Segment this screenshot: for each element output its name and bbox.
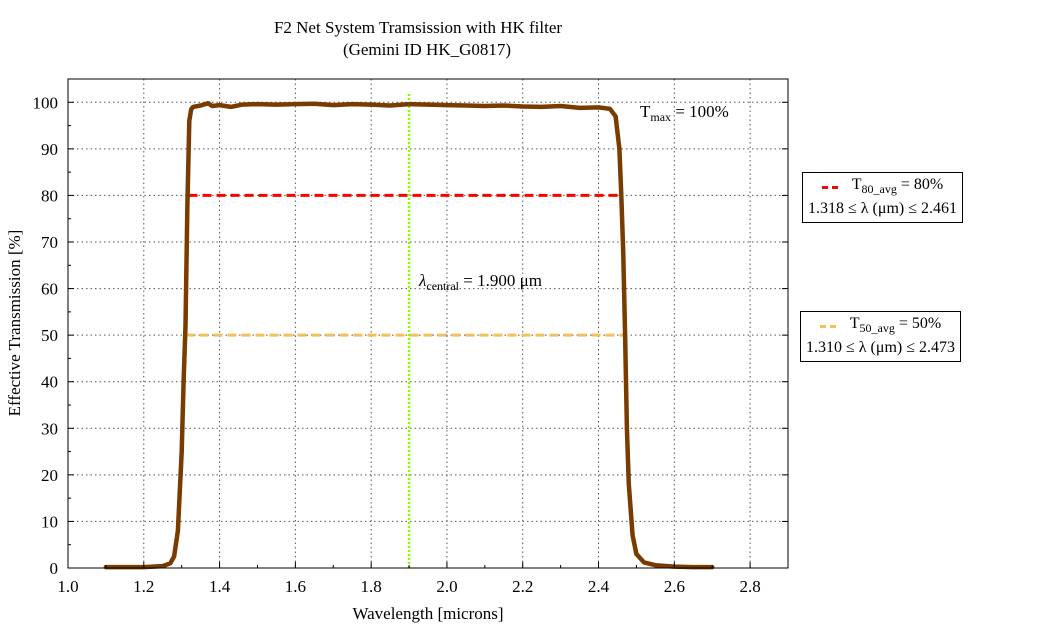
legend-t50-rest: = 50% <box>894 315 942 332</box>
y-tick-label-8: 80 <box>41 186 58 205</box>
central-annotation: λcentral = 1.900 μm <box>418 271 542 293</box>
reference-lines <box>185 92 627 568</box>
x-tick-label-6: 2.2 <box>512 577 533 596</box>
y-tick-label-10: 100 <box>33 93 59 112</box>
x-tick-label-1: 1.2 <box>133 577 154 596</box>
data-series <box>103 100 715 570</box>
axis-ticks <box>67 101 788 569</box>
legend-t50-row1: T50_avg = 50% <box>806 314 955 338</box>
legend-t80-main: T <box>851 176 862 193</box>
legend-t50: T50_avg = 50% 1.310 ≤ λ (μm) ≤ 2.473 <box>800 311 961 363</box>
x-tick-labels: 1.0 1.2 1.4 1.6 1.8 2.0 2.2 2.4 2.6 2.8 <box>57 577 760 596</box>
x-tick-label-9: 2.8 <box>739 577 760 596</box>
x-tick-label-3: 1.6 <box>285 577 306 596</box>
legend-t80-range: 1.318 ≤ λ (μm) ≤ 2.461 <box>808 200 957 218</box>
legend-t50-swatch <box>819 324 836 328</box>
y-axis-label: Effective Transmission [%] <box>5 230 24 417</box>
legend-t50-range: 1.310 ≤ λ (μm) ≤ 2.473 <box>806 339 955 357</box>
y-tick-label-7: 70 <box>41 233 58 252</box>
y-tick-labels: 0 10 20 30 40 50 60 70 80 90 100 <box>33 93 59 578</box>
y-tick-label-4: 40 <box>41 373 58 392</box>
x-tick-label-2: 1.4 <box>209 577 231 596</box>
series-line-0 <box>103 100 715 570</box>
x-tick-label-4: 1.8 <box>361 577 382 596</box>
x-tick-label-0: 1.0 <box>57 577 78 596</box>
legend-t80-row1: T80_avg = 80% <box>808 175 957 199</box>
y-tick-label-5: 50 <box>41 326 58 345</box>
central-sub: central <box>426 279 459 293</box>
chart-subtitle: (Gemini ID HK_G0817) <box>343 40 511 59</box>
x-tick-label-8: 2.6 <box>664 577 685 596</box>
legend-t50-sub: 50_avg <box>859 321 895 336</box>
y-tick-label-0: 0 <box>50 559 59 578</box>
legend-t50-main: T <box>849 315 860 332</box>
x-tick-label-7: 2.4 <box>588 577 610 596</box>
legend-t80-title: T80_avg = 80% <box>852 175 943 199</box>
y-tick-label-3: 30 <box>41 419 58 438</box>
plot-frame <box>67 78 789 569</box>
tmax-main: T <box>640 102 651 121</box>
tmax-rest: = 100% <box>671 102 729 121</box>
x-tick-label-5: 2.0 <box>436 577 457 596</box>
legend-t80-swatch <box>821 185 838 189</box>
y-tick-label-9: 90 <box>41 140 58 159</box>
tmax-annotation: Tmax = 100% <box>640 102 729 124</box>
y-tick-label-2: 20 <box>41 466 58 485</box>
chart-title: F2 Net System Tramsission with HK filter <box>274 18 562 37</box>
legend-t80: T80_avg = 80% 1.318 ≤ λ (μm) ≤ 2.461 <box>802 172 963 224</box>
legend-t50-title: T50_avg = 50% <box>850 314 941 338</box>
tmax-sub: max <box>650 110 671 124</box>
legend-t80-rest: = 80% <box>896 176 944 193</box>
legend-t80-sub: 80_avg <box>861 182 897 197</box>
central-rest: = 1.900 μm <box>459 271 542 290</box>
x-axis-label: Wavelength [microns] <box>352 604 503 623</box>
y-tick-label-6: 60 <box>41 280 58 299</box>
grid-lines <box>68 79 788 568</box>
y-tick-label-1: 10 <box>41 512 58 531</box>
central-main: λ <box>418 271 426 290</box>
